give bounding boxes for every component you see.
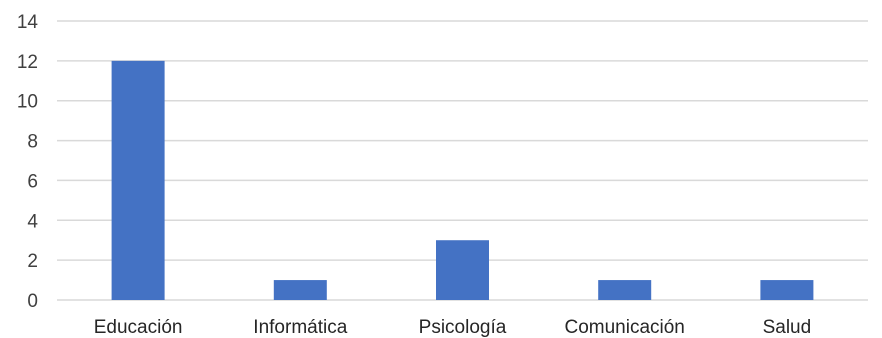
bar — [436, 240, 489, 300]
y-tick-label: 8 — [27, 132, 38, 153]
bar — [598, 280, 652, 300]
x-category-label: Salud — [763, 317, 812, 338]
x-category-label: Informática — [253, 317, 347, 338]
y-tick-label: 2 — [27, 251, 38, 272]
y-axis-tick-labels: 0 2 4 6 8 10 12 14 — [17, 12, 39, 312]
x-axis-category-labels: Educación Informática Psicología Comunicaci… — [94, 317, 811, 338]
bars — [111, 60, 814, 300]
y-tick-label: 6 — [27, 171, 38, 192]
y-tick-label: 12 — [17, 52, 38, 73]
grid-lines — [57, 20, 868, 301]
y-tick-label: 10 — [17, 92, 38, 113]
bar — [273, 280, 327, 300]
x-category-label: Psicología — [419, 317, 507, 338]
y-tick-label: 14 — [17, 12, 39, 33]
bar — [760, 280, 814, 300]
bar — [111, 60, 165, 300]
y-tick-label: 4 — [27, 211, 38, 232]
x-category-label: Comunicación — [564, 317, 684, 338]
x-category-label: Educación — [94, 317, 183, 338]
y-tick-label: 0 — [27, 291, 38, 312]
